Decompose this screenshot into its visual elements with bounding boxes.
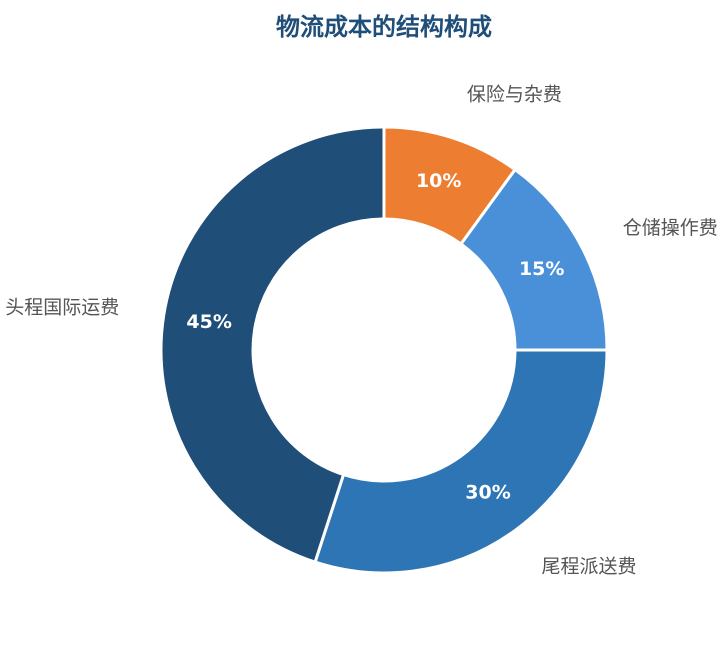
- value-label: 10%: [416, 170, 461, 192]
- category-label: 头程国际运费: [5, 297, 119, 319]
- value-label: 15%: [519, 258, 564, 280]
- value-label: 30%: [465, 482, 510, 504]
- donut-slice: [313, 348, 609, 575]
- value-label: 45%: [186, 311, 231, 333]
- category-label: 尾程派送费: [542, 555, 637, 577]
- category-label: 保险与杂费: [467, 84, 562, 106]
- chart-title: 物流成本的结构构成: [276, 13, 492, 41]
- category-label: 仓储操作费: [623, 217, 718, 239]
- donut-slice: [159, 125, 386, 564]
